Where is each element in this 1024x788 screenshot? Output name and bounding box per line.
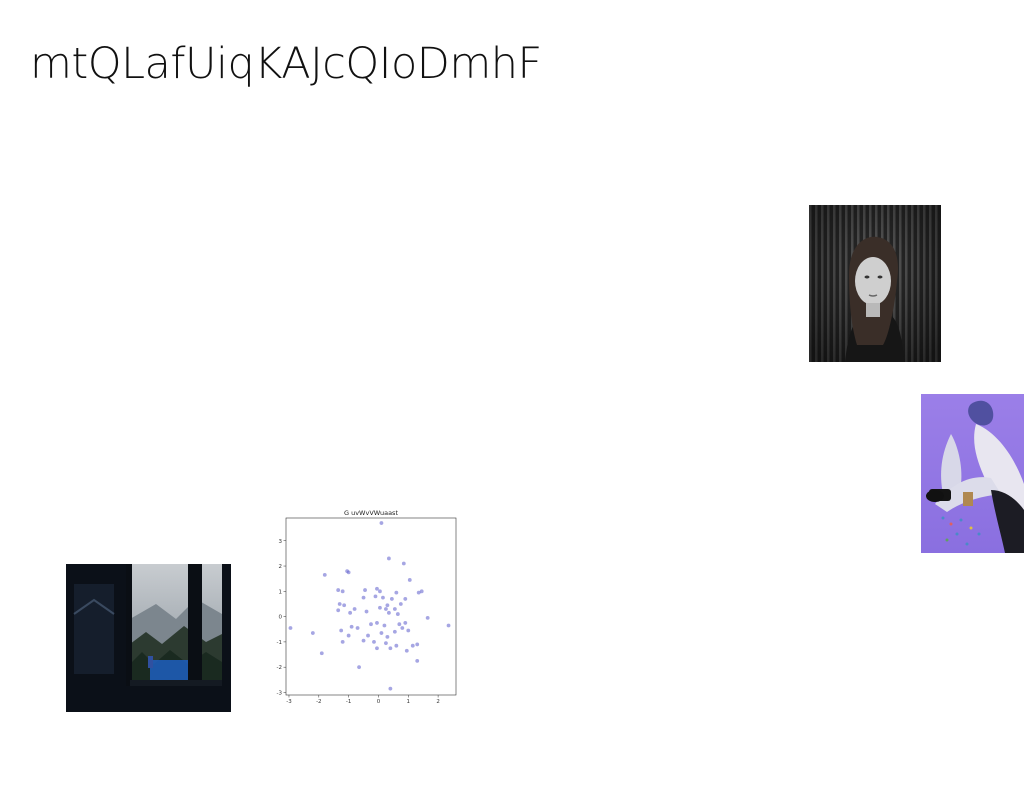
scatter-point xyxy=(361,638,366,643)
scatter-point xyxy=(410,643,415,648)
scatter-point xyxy=(407,578,412,582)
scatter-point xyxy=(415,642,420,647)
scatter-point xyxy=(386,610,391,615)
scatter-point xyxy=(352,607,357,611)
y-tick-label: 1 xyxy=(279,589,283,595)
scatter-point xyxy=(416,590,421,595)
scatter-point xyxy=(375,586,379,591)
scatter-point xyxy=(349,624,354,629)
scatter-point xyxy=(310,631,315,635)
portrait-photo xyxy=(809,205,941,362)
scatter-point xyxy=(406,628,411,633)
scatter-point xyxy=(342,603,347,608)
scatter-point xyxy=(395,612,400,616)
scatter-point xyxy=(348,610,353,615)
scatter-chart: G uvWvVWuaast -3 -2 -1 0 1 2 -3 -2 -1 0 1 2 3 xyxy=(270,505,462,710)
scatter-point xyxy=(388,646,393,651)
scatter-point xyxy=(382,623,387,628)
scatter-point xyxy=(446,623,451,628)
plot-area xyxy=(285,517,457,696)
y-tick-label: -3 xyxy=(277,690,283,696)
scatter-point xyxy=(337,602,342,606)
scatter-point xyxy=(400,626,405,630)
scatter-point xyxy=(394,590,399,595)
scatter-point xyxy=(369,622,373,627)
scatter-point xyxy=(288,626,293,630)
scatter-point xyxy=(384,607,388,611)
y-tick-label: 3 xyxy=(279,539,283,545)
chart-title: G uvWvVWuaast xyxy=(344,509,398,517)
scatter-point xyxy=(425,615,430,620)
scatter-point xyxy=(397,622,402,627)
scatter-point xyxy=(364,609,369,614)
scatter-point xyxy=(375,646,379,651)
x-tick-label: 0 xyxy=(377,699,381,705)
x-tick-label: -2 xyxy=(316,699,321,705)
x-tick-label: -1 xyxy=(346,699,351,705)
sitting-figure-photo xyxy=(921,394,1024,553)
y-tick-label: 2 xyxy=(279,564,283,570)
scatter-point xyxy=(339,628,344,633)
scatter-point xyxy=(379,521,384,525)
scatter-point xyxy=(319,651,324,656)
scatter-point xyxy=(389,597,394,601)
x-tick-label: -3 xyxy=(286,699,292,705)
x-tick-label: 2 xyxy=(436,699,440,705)
scatter-point xyxy=(381,595,385,600)
scatter-point xyxy=(404,648,409,653)
y-tick-label: -2 xyxy=(277,665,282,671)
scatter-point xyxy=(378,589,382,594)
scatter-point xyxy=(346,633,351,638)
scatter-point xyxy=(379,631,384,635)
scatter-point xyxy=(392,607,397,611)
scatter-point xyxy=(385,603,390,608)
scatter-point xyxy=(373,594,378,599)
scatter-point xyxy=(392,629,397,634)
y-tick-label: 0 xyxy=(279,615,283,621)
scatter-point xyxy=(363,588,367,592)
scatter-point xyxy=(394,643,399,648)
scatter-point xyxy=(322,572,327,577)
y-tick-label: -1 xyxy=(277,640,282,646)
scatter-point xyxy=(357,665,361,670)
scatter-point xyxy=(340,640,345,644)
scatter-point xyxy=(388,686,393,691)
scatter-point xyxy=(336,608,341,613)
scatter-point xyxy=(355,626,360,630)
scatter-point xyxy=(366,633,370,638)
scatter-point xyxy=(415,658,420,663)
scatter-point xyxy=(386,556,391,561)
scatter-point xyxy=(346,570,351,575)
scatter-point xyxy=(403,597,408,601)
window-landscape-photo xyxy=(66,564,231,712)
scatter-point xyxy=(336,588,341,592)
scatter-point xyxy=(375,621,379,625)
scatter-point xyxy=(384,641,388,646)
scatter-point xyxy=(372,640,376,644)
scatter-point xyxy=(361,595,366,600)
scatter-point xyxy=(378,605,382,610)
scatter-point xyxy=(403,621,408,625)
scatter-point xyxy=(398,602,403,606)
x-tick-label: 1 xyxy=(407,699,411,705)
scatter-point xyxy=(401,561,406,566)
scatter-point xyxy=(419,589,424,594)
scatter-point xyxy=(385,634,390,639)
page-title: mtQLafUiqKAJcQIoDmhF xyxy=(30,39,542,89)
scatter-point xyxy=(340,589,345,594)
